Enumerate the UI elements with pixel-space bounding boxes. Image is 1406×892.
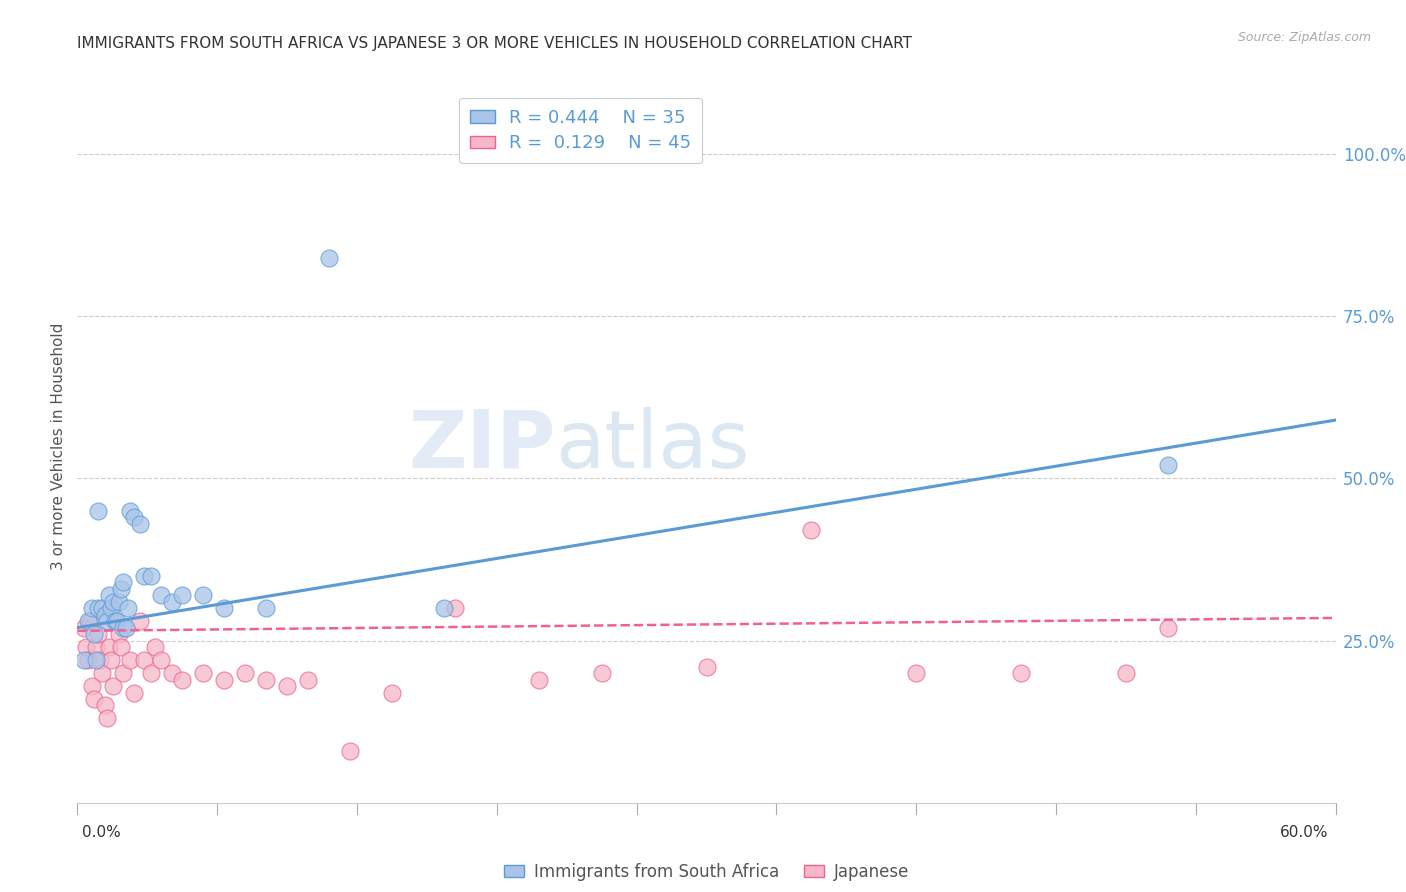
- Point: [444, 601, 467, 615]
- Point: [101, 595, 124, 609]
- Point: [112, 575, 135, 590]
- Text: Source: ZipAtlas.com: Source: ZipAtlas.com: [1237, 31, 1371, 45]
- Point: [96, 614, 118, 628]
- Point: [139, 666, 162, 681]
- Point: [79, 614, 101, 628]
- Point: [160, 666, 183, 681]
- Point: [117, 601, 139, 615]
- Point: [134, 568, 156, 582]
- Point: [696, 659, 718, 673]
- Point: [110, 640, 132, 654]
- Point: [297, 673, 319, 687]
- Point: [122, 685, 145, 699]
- Point: [104, 614, 127, 628]
- Text: 0.0%: 0.0%: [82, 825, 121, 840]
- Y-axis label: 3 or more Vehicles in Household: 3 or more Vehicles in Household: [51, 322, 66, 570]
- Point: [89, 653, 111, 667]
- Point: [87, 504, 110, 518]
- Point: [93, 607, 115, 622]
- Point: [108, 627, 131, 641]
- Point: [318, 251, 340, 265]
- Point: [76, 653, 98, 667]
- Point: [118, 504, 141, 518]
- Point: [97, 588, 120, 602]
- Point: [96, 711, 118, 725]
- Point: [75, 640, 97, 654]
- Point: [129, 614, 152, 628]
- Point: [76, 614, 98, 628]
- Point: [80, 601, 103, 615]
- Point: [84, 653, 107, 667]
- Text: atlas: atlas: [555, 407, 749, 485]
- Point: [254, 673, 277, 687]
- Point: [83, 627, 105, 641]
- Point: [339, 744, 361, 758]
- Point: [800, 524, 823, 538]
- Point: [143, 640, 166, 654]
- Point: [1157, 458, 1180, 473]
- Point: [108, 595, 131, 609]
- Point: [91, 601, 114, 615]
- Point: [191, 588, 215, 602]
- Point: [93, 698, 115, 713]
- Point: [72, 653, 94, 667]
- Point: [105, 614, 128, 628]
- Point: [191, 666, 215, 681]
- Point: [1010, 666, 1032, 681]
- Point: [527, 673, 550, 687]
- Point: [87, 627, 110, 641]
- Point: [212, 673, 235, 687]
- Text: ZIP: ZIP: [408, 407, 555, 485]
- Point: [80, 679, 103, 693]
- Point: [100, 653, 122, 667]
- Point: [276, 679, 298, 693]
- Point: [129, 516, 152, 531]
- Point: [233, 666, 256, 681]
- Point: [112, 666, 135, 681]
- Point: [83, 692, 105, 706]
- Point: [87, 601, 110, 615]
- Point: [172, 673, 194, 687]
- Point: [212, 601, 235, 615]
- Point: [72, 621, 94, 635]
- Point: [91, 666, 114, 681]
- Point: [134, 653, 156, 667]
- Point: [122, 510, 145, 524]
- Point: [104, 614, 127, 628]
- Text: 60.0%: 60.0%: [1281, 825, 1329, 840]
- Point: [160, 595, 183, 609]
- Point: [905, 666, 928, 681]
- Point: [1115, 666, 1137, 681]
- Point: [110, 582, 132, 596]
- Point: [150, 588, 173, 602]
- Point: [591, 666, 613, 681]
- Legend: Immigrants from South Africa, Japanese: Immigrants from South Africa, Japanese: [498, 856, 915, 888]
- Point: [97, 640, 120, 654]
- Point: [381, 685, 404, 699]
- Point: [433, 601, 456, 615]
- Point: [118, 653, 141, 667]
- Point: [172, 588, 194, 602]
- Point: [150, 653, 173, 667]
- Point: [101, 679, 124, 693]
- Point: [254, 601, 277, 615]
- Point: [112, 621, 135, 635]
- Point: [84, 640, 107, 654]
- Point: [139, 568, 162, 582]
- Point: [114, 621, 136, 635]
- Point: [1157, 621, 1180, 635]
- Text: IMMIGRANTS FROM SOUTH AFRICA VS JAPANESE 3 OR MORE VEHICLES IN HOUSEHOLD CORRELA: IMMIGRANTS FROM SOUTH AFRICA VS JAPANESE…: [77, 36, 912, 51]
- Point: [100, 601, 122, 615]
